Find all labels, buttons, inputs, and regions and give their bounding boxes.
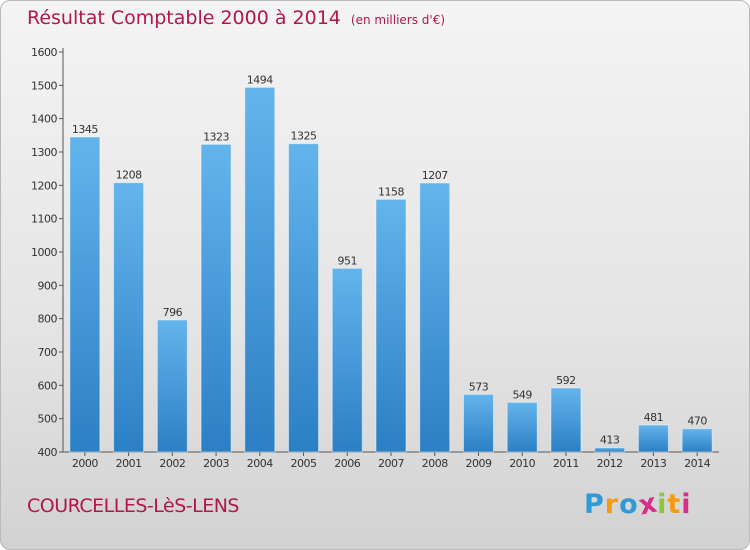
x-tick-label-2010: 2010 <box>509 457 535 470</box>
data-label-2000: 1345 <box>72 123 98 136</box>
chart-title: Résultat Comptable 2000 à 2014 <box>27 7 341 29</box>
logo-letter: i <box>681 489 692 520</box>
logo-letter: r <box>604 489 620 520</box>
bar-2011 <box>550 387 582 453</box>
chart-subtitle: (en milliers d'€) <box>350 13 446 27</box>
x-tick-label-2003: 2003 <box>203 457 229 470</box>
y-tick-label: 1600 <box>31 46 57 59</box>
y-tick-label: 800 <box>38 313 58 326</box>
data-label-2001: 1208 <box>116 169 142 182</box>
data-labels: 1345 1208 796 1323 1494 1325 951 1158 1207 573 549… <box>72 73 708 446</box>
y-tick-label: 900 <box>38 279 58 292</box>
logo-letter: o <box>619 489 639 520</box>
y-tick-label: 400 <box>38 446 58 459</box>
x-tick-label-2014: 2014 <box>684 457 710 470</box>
x-tick-label-2004: 2004 <box>247 457 273 470</box>
bar-2000 <box>69 136 101 453</box>
chart-title-block: Résultat Comptable 2000 à 2014 (en millie… <box>27 7 445 29</box>
x-tick-label-2009: 2009 <box>465 457 491 470</box>
y-tick-label: 700 <box>38 346 58 359</box>
x-tick-label-2012: 2012 <box>597 457 623 470</box>
data-label-2002: 796 <box>163 306 183 319</box>
bar-2001 <box>113 182 145 453</box>
x-tick-label-2011: 2011 <box>553 457 579 470</box>
x-tick-label-2005: 2005 <box>291 457 317 470</box>
x-tick-label-2000: 2000 <box>72 457 98 470</box>
data-label-2009: 573 <box>469 380 489 393</box>
bar-2006 <box>331 267 363 453</box>
bar-2013 <box>637 424 669 453</box>
data-label-2012: 413 <box>600 434 620 447</box>
y-tick-label: 1500 <box>31 79 57 92</box>
bar-2005 <box>288 143 320 453</box>
data-label-2007: 1158 <box>378 185 404 198</box>
bar-2010 <box>506 401 538 453</box>
data-label-2008: 1207 <box>422 169 448 182</box>
bar-2014 <box>681 428 713 453</box>
logo-letter: t <box>667 489 682 520</box>
proxiti-logo: Proxiti <box>584 487 692 521</box>
bar-2008 <box>419 182 451 453</box>
y-tick-label: 500 <box>38 413 58 426</box>
town-name: COURCELLES-LèS-LENS <box>27 495 239 517</box>
data-label-2013: 481 <box>644 411 664 424</box>
bar-2002 <box>156 319 188 453</box>
x-tick-label-2007: 2007 <box>378 457 404 470</box>
y-tick-label: 1400 <box>31 113 57 126</box>
data-label-2005: 1325 <box>291 130 317 143</box>
bar-2007 <box>375 198 407 453</box>
logo-letter: i <box>657 489 668 520</box>
bar-2003 <box>200 143 232 453</box>
x-tick-label-2008: 2008 <box>422 457 448 470</box>
data-label-2003: 1323 <box>203 130 229 143</box>
logo-letter: P <box>584 489 605 520</box>
data-label-2010: 549 <box>512 388 532 401</box>
x-tick-label-2002: 2002 <box>159 457 185 470</box>
data-label-2011: 592 <box>556 374 576 387</box>
y-tick-label: 600 <box>38 379 58 392</box>
bar-2009 <box>462 393 494 453</box>
y-tick-label: 1300 <box>31 146 57 159</box>
x-tick-label-2013: 2013 <box>640 457 666 470</box>
x-tick-label-2006: 2006 <box>334 457 360 470</box>
bar-2012 <box>594 447 626 453</box>
x-tick-label-2001: 2001 <box>116 457 142 470</box>
y-tick-label: 1100 <box>31 213 57 226</box>
y-tick-label: 1200 <box>31 179 57 192</box>
y-tick-label: 1000 <box>31 246 57 259</box>
bar-2004 <box>244 86 276 453</box>
data-label-2006: 951 <box>338 254 358 267</box>
data-label-2004: 1494 <box>247 73 273 86</box>
bars <box>69 86 713 453</box>
data-label-2014: 470 <box>687 415 707 428</box>
